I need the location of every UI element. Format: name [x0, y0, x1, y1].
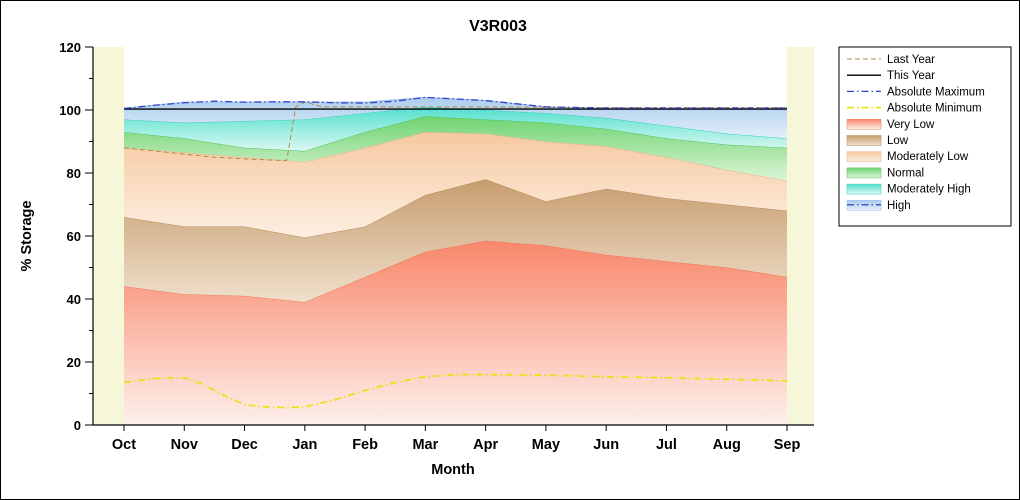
legend-label-low: Low — [887, 135, 909, 147]
legend-label-absolute-maximum: Absolute Maximum — [887, 86, 985, 98]
band-normal — [124, 116, 787, 181]
band-high — [124, 97, 787, 139]
y-tick-label: 60 — [67, 229, 81, 244]
legend-label-moderately-low: Moderately Low — [887, 151, 969, 163]
plot-margin-left — [93, 47, 124, 425]
legend-label-last-year: Last Year — [887, 54, 935, 66]
legend-label-high: High — [887, 200, 911, 212]
y-tick-label: 120 — [59, 40, 81, 55]
band-very-low — [124, 240, 787, 425]
band-moderately-low — [124, 132, 787, 238]
y-tick-label: 20 — [67, 355, 81, 370]
legend-label-this-year: This Year — [887, 70, 935, 82]
chart-title: V3R003 — [469, 18, 527, 35]
line-absolute-minimum — [123, 373, 788, 409]
x-tick-label: Apr — [473, 437, 498, 453]
y-tick-label: 0 — [74, 418, 81, 433]
legend-label-absolute-minimum: Absolute Minimum — [887, 103, 982, 115]
legend-label-normal: Normal — [887, 167, 924, 179]
y-tick-label: 80 — [67, 166, 81, 181]
band-moderately-high — [124, 106, 787, 151]
x-tick-label: Dec — [231, 437, 258, 453]
band-low — [124, 179, 787, 303]
plot-margin-right — [787, 47, 814, 425]
x-axis-title: Month — [431, 462, 474, 478]
x-tick-label: Feb — [352, 437, 378, 453]
x-tick-label: Jul — [656, 437, 677, 453]
x-tick-label: Sep — [774, 437, 801, 453]
y-tick-label: 40 — [67, 292, 81, 307]
x-tick-label: Aug — [713, 437, 741, 453]
legend-swatch-low — [846, 135, 882, 146]
line-absolute-maximum — [123, 96, 787, 110]
y-axis-title: % Storage — [19, 201, 35, 272]
legend-label-moderately-high: Moderately High — [887, 184, 971, 196]
x-tick-label: Nov — [171, 437, 198, 453]
legend-swatch-normal — [846, 167, 882, 179]
x-tick-label: Jun — [593, 437, 619, 453]
x-tick-label: Oct — [112, 437, 136, 453]
x-tick-label: Jan — [292, 437, 317, 453]
legend-swatch-very-low — [846, 119, 882, 130]
legend-label-very-low: Very Low — [887, 119, 935, 131]
legend-swatch-moderately-low — [846, 151, 882, 162]
y-tick-label: 100 — [59, 103, 81, 118]
x-tick-label: Mar — [412, 437, 438, 453]
legend-swatch-moderately-high — [846, 183, 882, 195]
x-tick-label: May — [532, 437, 560, 453]
